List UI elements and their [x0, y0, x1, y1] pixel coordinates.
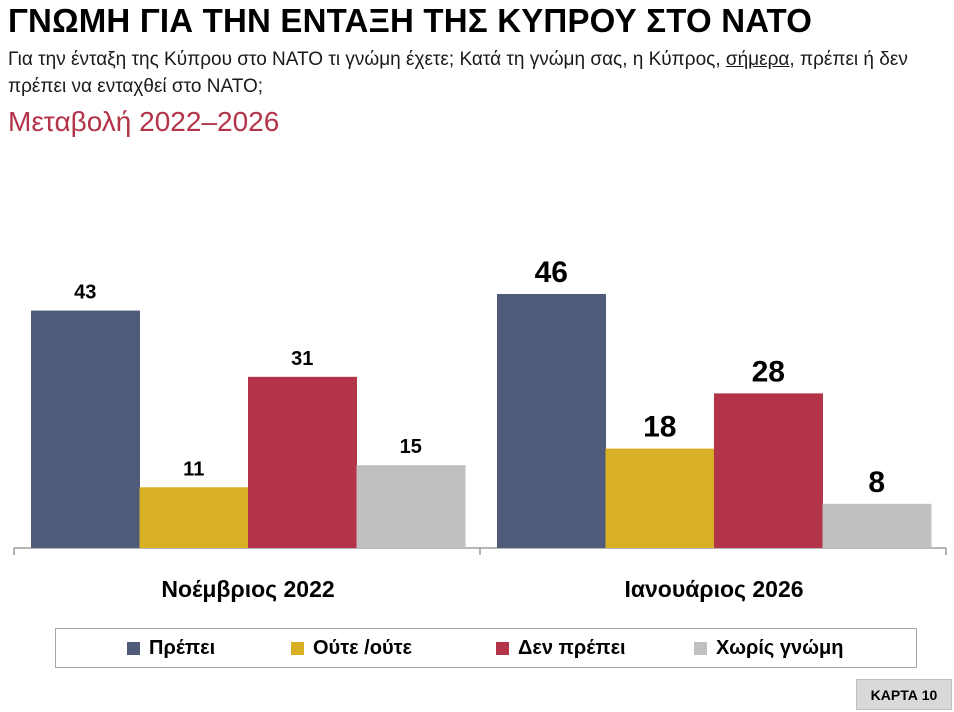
legend-swatch-oute: [291, 641, 304, 655]
legend-item-xoris: Χωρίς γνώμη: [694, 629, 843, 667]
data-label-0-0: 43: [74, 282, 96, 304]
category-label-1: Ιανουάριος 2026: [624, 576, 803, 602]
chart-legend: Πρέπει Ούτε /ούτε Δεν πρέπει Χωρίς γνώμη: [55, 628, 917, 668]
legend-label-prepei: Πρέπει: [149, 636, 216, 659]
data-label-1-1: 18: [643, 411, 676, 444]
legend-item-den-prepei: Δεν πρέπει: [496, 629, 626, 667]
legend-swatch-xoris: [694, 641, 707, 655]
data-label-0-2: 31: [291, 348, 313, 370]
bar-0-2: [248, 376, 357, 548]
bar-0-1: [139, 487, 249, 548]
data-label-1-2: 28: [752, 355, 785, 388]
data-label-1-3: 8: [868, 466, 885, 499]
page-title: ΓΝΩΜΗ ΓΙΑ ΤΗΝ ΕΝΤΑΞΗ ΤΗΣ ΚΥΠΡΟΥ ΣΤΟ ΝΑΤΟ: [8, 2, 813, 39]
category-label-0: Νοέμβριος 2022: [161, 576, 334, 602]
bar-1-0: [497, 294, 606, 548]
question-text-1: Για την ένταξη της Κύπρου στο ΝΑΤΟ τι γν…: [8, 49, 726, 70]
bar-1-2: [714, 393, 823, 548]
legend-label-oute: Ούτε /ούτε: [313, 636, 413, 659]
legend-item-prepei: Πρέπει: [127, 629, 215, 667]
card-number-badge: ΚΑΡΤΑ 10: [856, 679, 952, 710]
legend-item-oute: Ούτε /ούτε: [291, 629, 412, 667]
legend-swatch-prepei: [127, 641, 140, 655]
bar-1-3: [822, 503, 932, 548]
legend-label-den-prepei: Δεν πρέπει: [518, 636, 626, 659]
data-label-0-1: 11: [183, 458, 204, 480]
data-label-1-0: 46: [535, 256, 568, 289]
survey-question: Για την ένταξη της Κύπρου στο ΝΑΤΟ τι γν…: [8, 46, 938, 100]
chart-subtitle: Μεταβολή 2022–2026: [8, 106, 280, 137]
data-label-0-3: 15: [400, 436, 422, 458]
bar-0-3: [356, 465, 466, 548]
legend-swatch-den-prepei: [496, 641, 509, 655]
question-underlined-word: σήμερα: [725, 49, 790, 70]
bar-0-0: [31, 310, 140, 548]
bar-1-1: [605, 448, 715, 548]
legend-label-xoris: Χωρίς γνώμη: [716, 636, 844, 659]
question-text-2: , πρέπει ή δεν πρέπει να ενταχθεί στο ΝΑ…: [8, 49, 908, 97]
